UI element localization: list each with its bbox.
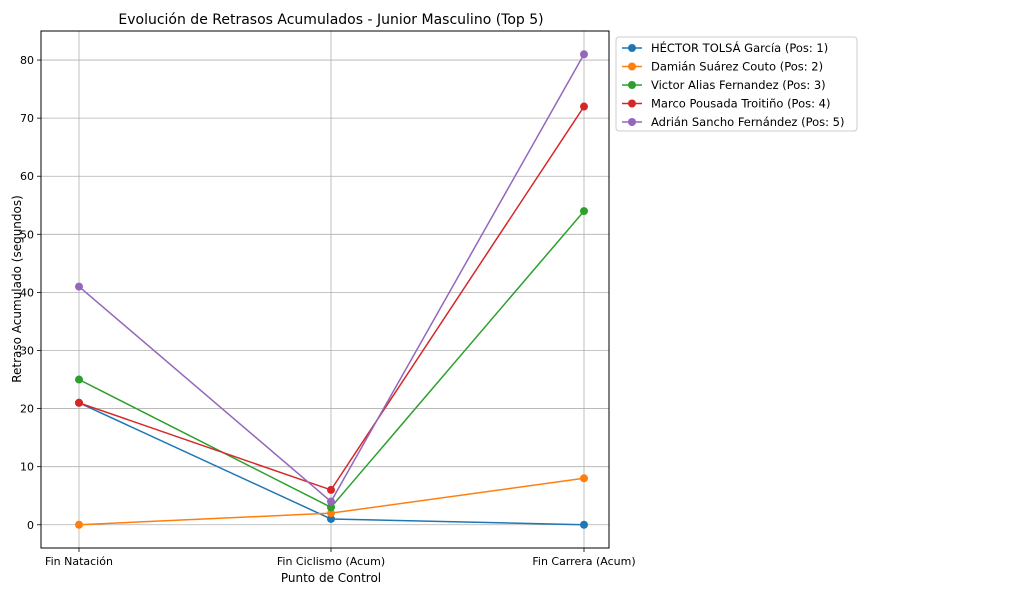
plot-area-frame xyxy=(40,30,610,549)
axes xyxy=(40,30,610,549)
data-point xyxy=(327,509,335,518)
data-series xyxy=(75,50,588,529)
x-tick-label: Fin Natación xyxy=(45,555,113,568)
axis-ticks: 0 10 20 30 40 50 60 70 80 Fin Natación Fin Ciclism… xyxy=(20,54,636,568)
legend-marker xyxy=(628,81,636,89)
legend: HÉCTOR TOLSÁ García (Pos: 1) Damián Suáre… xyxy=(615,36,858,132)
legend-label: Victor Alias Fernandez (Pos: 3) xyxy=(651,78,826,92)
legend-item: Damián Suárez Couto (Pos: 2) xyxy=(622,60,823,74)
data-point xyxy=(75,282,83,291)
x-axis-label: Punto de Control xyxy=(281,571,381,585)
x-tick-label: Fin Carrera (Acum) xyxy=(532,555,635,568)
legend-label: HÉCTOR TOLSÁ García (Pos: 1) xyxy=(651,40,828,55)
legend-label: Marco Pousada Troitiño (Pos: 4) xyxy=(651,97,830,111)
data-point xyxy=(327,485,335,494)
legend-item: Marco Pousada Troitiño (Pos: 4) xyxy=(622,97,830,111)
data-point xyxy=(580,102,588,111)
x-tick-label: Fin Ciclismo (Acum) xyxy=(277,555,385,568)
data-point xyxy=(327,497,335,506)
y-tick-label: 30 xyxy=(20,344,34,357)
legend-frame xyxy=(615,36,858,132)
y-tick-label: 60 xyxy=(20,170,34,183)
legend-label: Damián Suárez Couto (Pos: 2) xyxy=(651,60,823,74)
series-4 xyxy=(75,102,588,494)
legend-marker xyxy=(628,118,636,126)
series-2 xyxy=(75,474,588,529)
data-point xyxy=(327,514,335,523)
data-point xyxy=(75,520,83,529)
legend-marker xyxy=(628,44,636,52)
legend-marker xyxy=(628,99,636,108)
data-point xyxy=(327,503,335,512)
legend-label: Adrián Sancho Fernández (Pos: 5) xyxy=(651,115,844,129)
legend-item: Victor Alias Fernandez (Pos: 3) xyxy=(622,78,826,92)
data-point xyxy=(580,50,588,59)
data-point xyxy=(580,520,588,529)
data-point xyxy=(75,398,83,407)
series-5 xyxy=(75,50,588,506)
legend-marker xyxy=(628,62,636,71)
series-3 xyxy=(75,207,588,512)
legend-item: Adrián Sancho Fernández (Pos: 5) xyxy=(622,115,844,129)
y-tick-label: 20 xyxy=(20,403,34,416)
y-tick-label: 40 xyxy=(20,286,34,299)
data-point xyxy=(580,207,588,216)
data-point xyxy=(580,474,588,483)
y-tick-label: 50 xyxy=(20,228,34,241)
data-point xyxy=(75,375,83,384)
chart-title: Evolución de Retrasos Acumulados - Junio… xyxy=(118,12,543,28)
legend-item: HÉCTOR TOLSÁ García (Pos: 1) xyxy=(622,40,828,55)
y-tick-label: 80 xyxy=(20,54,34,67)
y-tick-label: 0 xyxy=(27,519,34,532)
y-tick-label: 70 xyxy=(20,112,34,125)
y-tick-label: 10 xyxy=(20,461,34,474)
y-axis-label: Retraso Acumulado (segundos) xyxy=(10,195,24,383)
